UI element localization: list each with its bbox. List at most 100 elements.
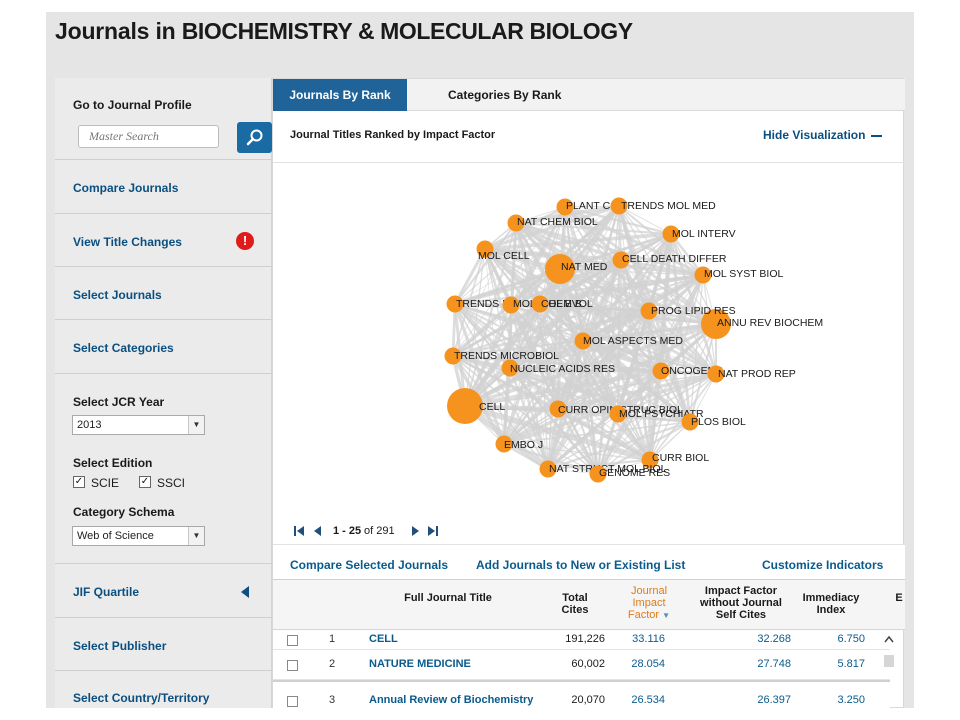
first-page-icon[interactable] xyxy=(293,525,305,537)
tab-journals-by-rank[interactable]: Journals By Rank xyxy=(273,79,407,111)
network-edge xyxy=(510,206,566,306)
jif-cell[interactable]: 26.534 xyxy=(631,694,665,706)
journal-node[interactable] xyxy=(640,302,658,320)
row-checkbox[interactable] xyxy=(287,635,298,646)
journal-node[interactable] xyxy=(502,296,520,314)
search-button[interactable] xyxy=(237,122,272,153)
sidebar-item-compare[interactable]: Compare Journals xyxy=(55,160,272,214)
journal-node-label: MOL CELL xyxy=(478,250,530,262)
compare-journals-link[interactable]: Compare Journals xyxy=(73,181,179,195)
journal-network-graph[interactable]: CELL NAT MED ANNU REV BIOCHEM MOL CELL NAT C… xyxy=(273,163,905,519)
jif-no-self-cell[interactable]: 27.748 xyxy=(757,658,791,670)
jif-quartile-link[interactable]: JIF Quartile xyxy=(73,585,140,599)
network-edge xyxy=(484,248,511,369)
row-checkbox[interactable] xyxy=(287,696,298,707)
table-header: Full Journal Title Total Cites Journal Imp… xyxy=(273,580,905,630)
jif-cell[interactable]: 33.116 xyxy=(632,633,665,645)
tab-categories-by-rank[interactable]: Categories By Rank xyxy=(448,88,562,102)
journal-node-label: CELL xyxy=(479,401,505,413)
sidebar-item-title-changes[interactable]: View Title Changes ! xyxy=(55,214,272,267)
scroll-up-icon[interactable] xyxy=(884,635,894,643)
journal-node[interactable] xyxy=(501,359,519,377)
journal-node-label: NAT MED xyxy=(561,261,608,273)
journal-node[interactable] xyxy=(446,295,464,313)
main-panel: Journals By Rank Categories By Rank Jour… xyxy=(272,78,905,708)
journal-title-link[interactable]: Annual Review of Biochemistry xyxy=(369,694,534,706)
table-row[interactable]: 3 Annual Review of Biochemistry 20,070 2… xyxy=(273,680,890,708)
last-page-icon[interactable] xyxy=(427,525,439,537)
ranked-title: Journal Titles Ranked by Impact Factor xyxy=(290,129,496,141)
journal-node[interactable] xyxy=(447,388,483,424)
jcr-year-select[interactable]: 2013 ▼ xyxy=(72,415,205,435)
header-jif-no-self[interactable]: Impact Factor without Journal Self Cites xyxy=(693,585,789,621)
journal-title-link[interactable]: NATURE MEDICINE xyxy=(369,658,471,670)
journal-node[interactable] xyxy=(545,254,575,284)
prev-page-icon[interactable] xyxy=(313,525,323,537)
select-publisher-link[interactable]: Select Publisher xyxy=(73,639,167,653)
scie-checkbox[interactable]: ✓ xyxy=(73,476,85,488)
select-country-link[interactable]: Select Country/Territory xyxy=(73,691,210,705)
jif-no-self-cell[interactable]: 32.268 xyxy=(757,633,791,645)
sidebar-item-publisher[interactable]: Select Publisher xyxy=(55,618,272,671)
network-edge xyxy=(454,222,517,305)
journal-node[interactable] xyxy=(701,309,731,339)
journal-node[interactable] xyxy=(610,197,628,215)
journal-node[interactable] xyxy=(612,251,630,269)
journal-node[interactable] xyxy=(609,405,627,423)
sidebar-item-select-categories[interactable]: Select Categories xyxy=(55,320,272,374)
schema-select[interactable]: Web of Science ▼ xyxy=(72,526,205,546)
journal-node[interactable] xyxy=(707,365,725,383)
add-to-list-link[interactable]: Add Journals to New or Existing List xyxy=(476,558,686,572)
sidebar-item-select-journals[interactable]: Select Journals xyxy=(55,267,272,320)
immediacy-cell[interactable]: 5.817 xyxy=(837,658,865,670)
ssci-checkbox[interactable]: ✓ xyxy=(139,476,151,488)
next-page-icon[interactable] xyxy=(410,525,420,537)
network-edge xyxy=(617,413,651,461)
journal-node[interactable] xyxy=(641,451,659,469)
row-checkbox[interactable] xyxy=(287,660,298,671)
table-scrollbar[interactable] xyxy=(882,630,896,708)
view-title-changes-link[interactable]: View Title Changes xyxy=(73,235,182,249)
sidebar-item-country[interactable]: Select Country/Territory xyxy=(55,671,272,708)
customize-indicators-link[interactable]: Customize Indicators xyxy=(762,558,884,572)
rank-cell: 3 xyxy=(329,694,336,706)
journal-node[interactable] xyxy=(662,225,680,243)
chevron-down-icon: ▼ xyxy=(188,416,204,434)
header-immediacy[interactable]: Immediacy Index xyxy=(798,592,864,616)
select-journals-link[interactable]: Select Journals xyxy=(73,288,162,302)
table-row[interactable]: 2 NATURE MEDICINE 60,002 28.054 27.748 5… xyxy=(273,650,890,680)
journal-title-link[interactable]: CELL xyxy=(369,633,398,645)
immediacy-cell[interactable]: 3.250 xyxy=(837,694,865,706)
header-title[interactable]: Full Journal Title xyxy=(404,592,492,604)
journal-node[interactable] xyxy=(694,266,712,284)
jif-cell[interactable]: 28.054 xyxy=(631,658,665,670)
journal-node[interactable] xyxy=(549,400,567,418)
jif-no-self-cell[interactable]: 26.397 xyxy=(757,694,791,706)
journal-node[interactable] xyxy=(556,198,574,216)
hide-visualization-link[interactable]: Hide Visualization xyxy=(763,128,883,142)
table-row[interactable]: 1 CELL 191,226 33.116 32.268 6.750 xyxy=(273,630,890,650)
select-categories-link[interactable]: Select Categories xyxy=(73,341,174,355)
journal-node[interactable] xyxy=(507,214,525,232)
journal-node[interactable] xyxy=(444,347,462,365)
journal-node[interactable] xyxy=(681,413,699,431)
master-search-input[interactable] xyxy=(78,125,219,148)
schema-value: Web of Science xyxy=(77,530,154,542)
journal-node[interactable] xyxy=(531,295,549,313)
scroll-thumb[interactable] xyxy=(884,655,894,667)
sidebar-item-jif-quartile[interactable]: JIF Quartile xyxy=(55,564,272,618)
journal-node[interactable] xyxy=(589,465,607,483)
journal-node[interactable] xyxy=(476,240,494,258)
header-jif[interactable]: Journal Impact Factor ▼ xyxy=(621,585,677,622)
journal-node[interactable] xyxy=(495,435,513,453)
immediacy-cell[interactable]: 6.750 xyxy=(837,633,865,645)
compare-selected-link[interactable]: Compare Selected Journals xyxy=(290,558,449,572)
action-bar: Compare Selected Journals Add Journals t… xyxy=(273,544,905,580)
network-edge xyxy=(503,408,559,445)
rank-cell: 2 xyxy=(329,658,336,670)
header-total-cites[interactable]: Total Cites xyxy=(550,592,600,616)
total-cites-cell: 20,070 xyxy=(571,694,605,706)
journal-node[interactable] xyxy=(539,460,557,478)
journal-node[interactable] xyxy=(574,332,592,350)
journal-node[interactable] xyxy=(652,362,670,380)
